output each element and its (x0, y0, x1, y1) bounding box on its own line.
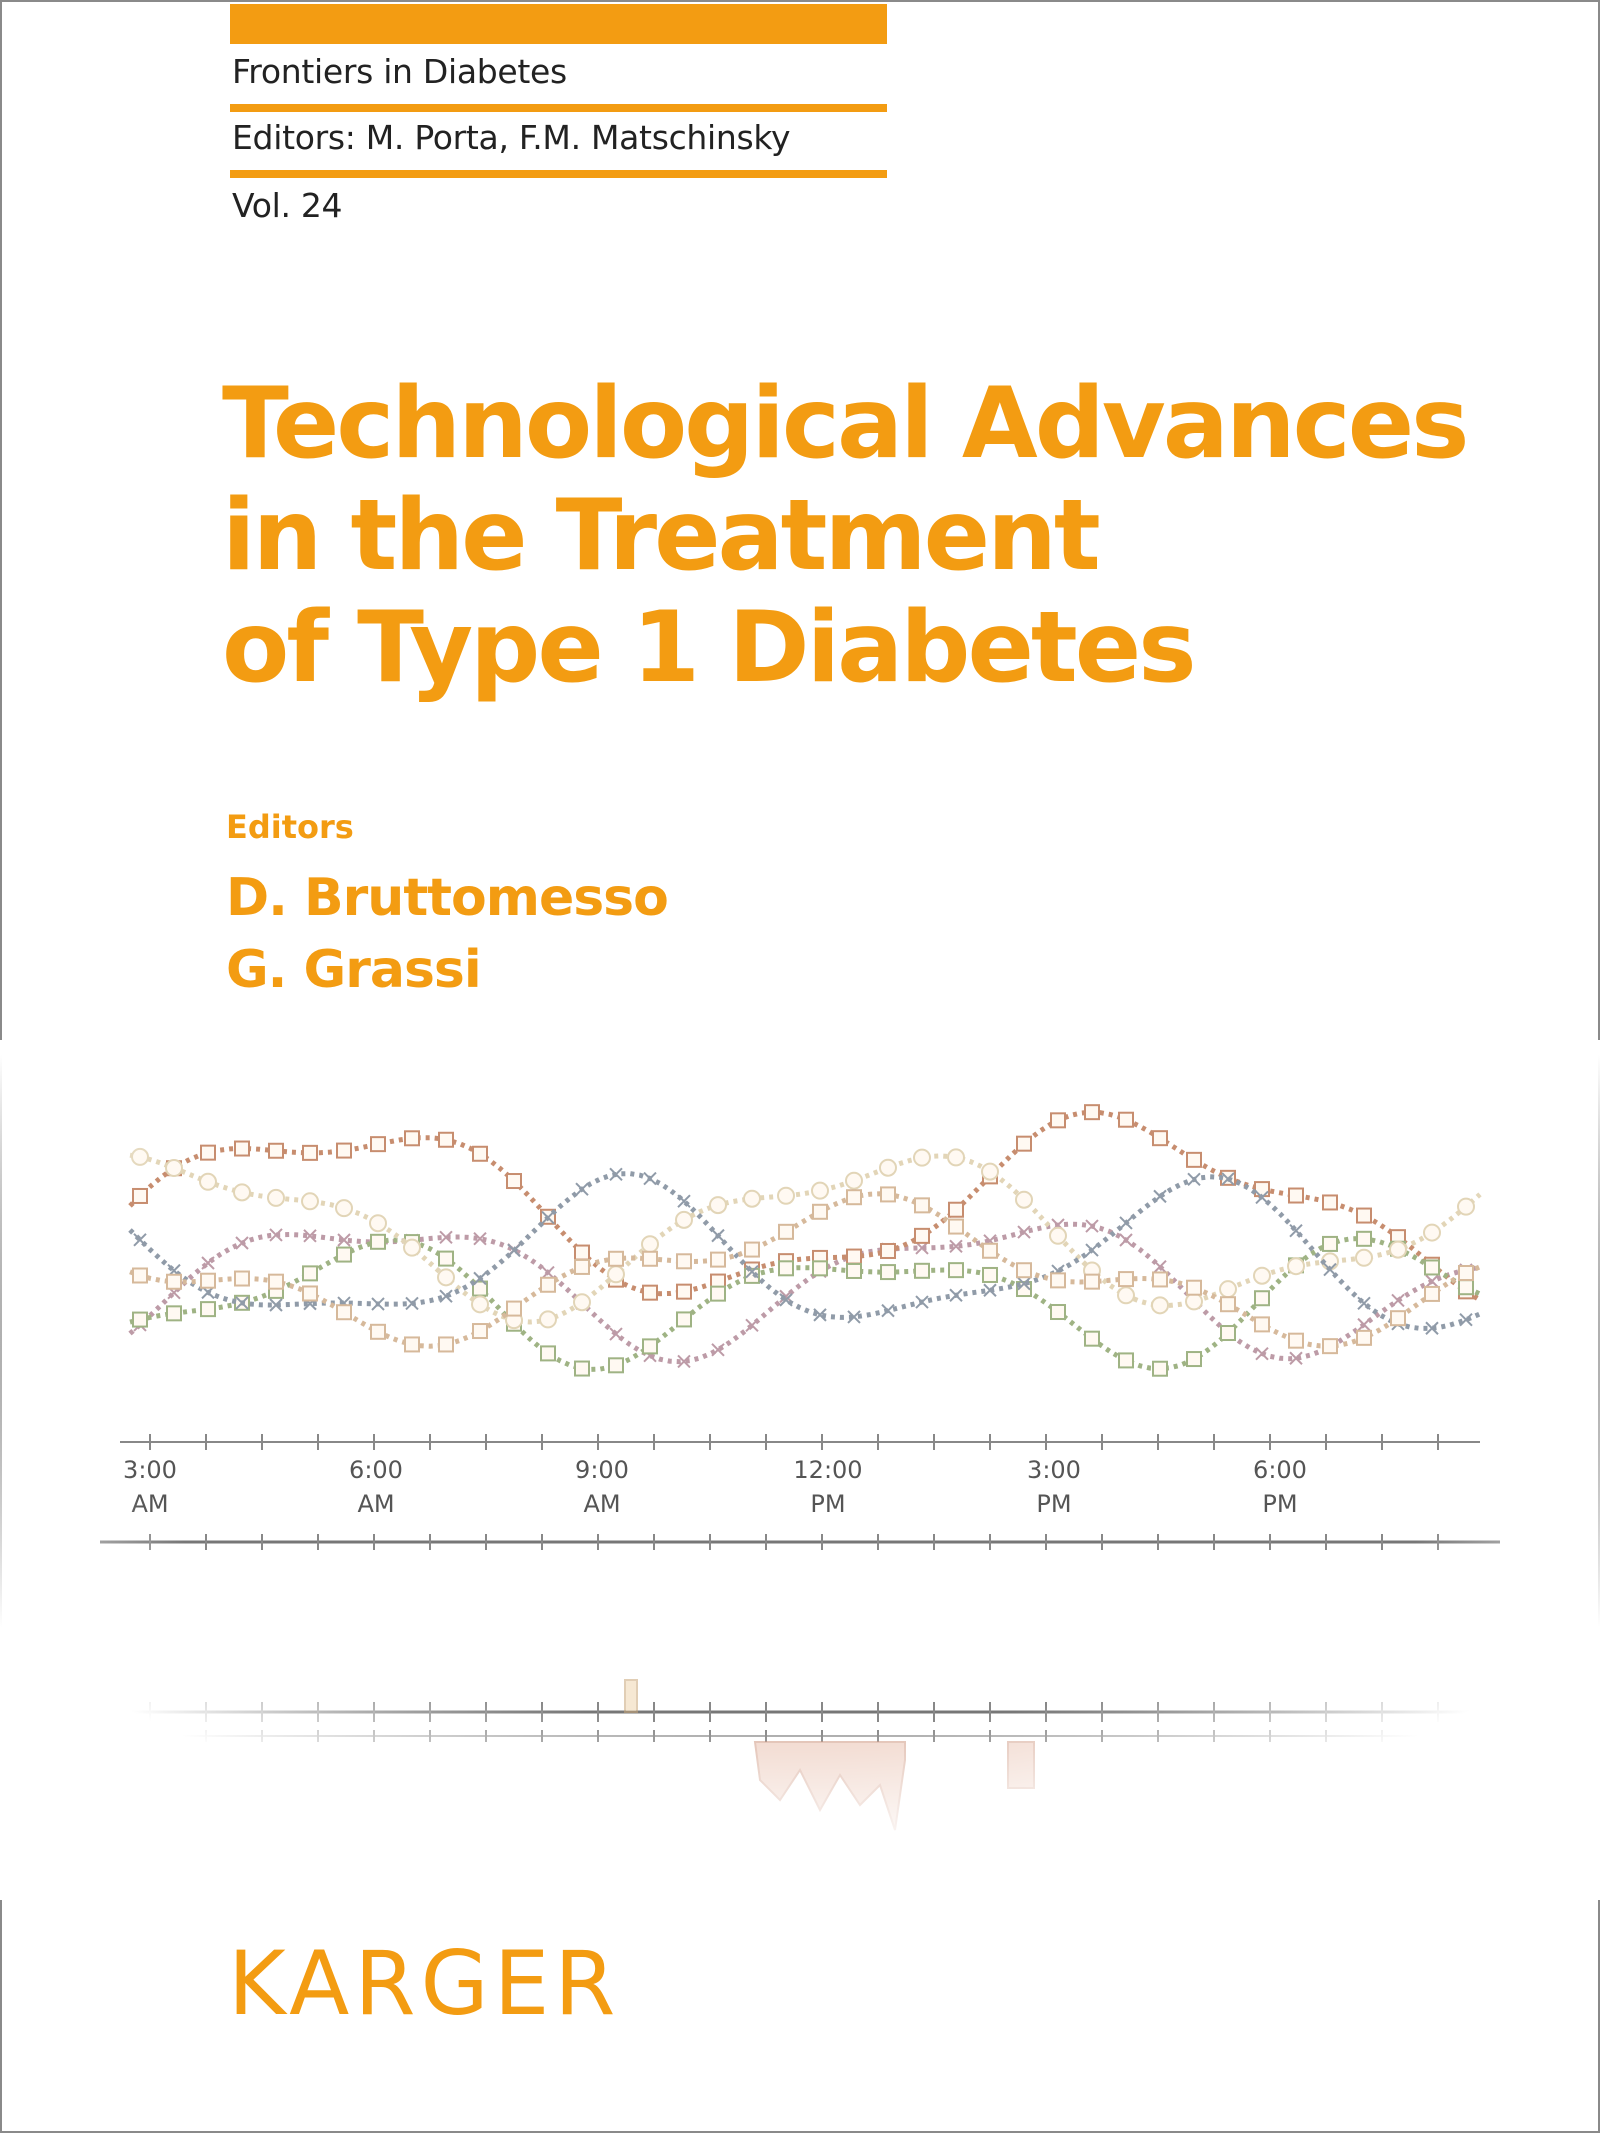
series-volume: Vol. 24 (232, 186, 343, 225)
editor-name: G. Grassi (226, 940, 482, 1000)
series-color-bar (230, 4, 887, 44)
series-divider-1 (230, 104, 887, 112)
title-line: in the Treatment (222, 479, 1101, 593)
series-name: Frontiers in Diabetes (232, 52, 567, 91)
series-divider-2 (230, 170, 887, 178)
title-line: Technological Advances (222, 367, 1470, 481)
editors-label: Editors (226, 808, 354, 846)
publisher-logo-text: KARGER (228, 1932, 621, 2035)
series-editors: Editors: M. Porta, F.M. Matschinsky (232, 118, 791, 157)
editor-name: D. Bruttomesso (226, 868, 669, 928)
book-title: Technological Advances in the Treatment … (222, 368, 1522, 704)
glucose-trace-artwork: 3:00AM6:00AM9:00AM12:00PM3:00PM6:00PM (0, 1040, 1600, 1900)
title-line: of Type 1 Diabetes (222, 591, 1197, 705)
